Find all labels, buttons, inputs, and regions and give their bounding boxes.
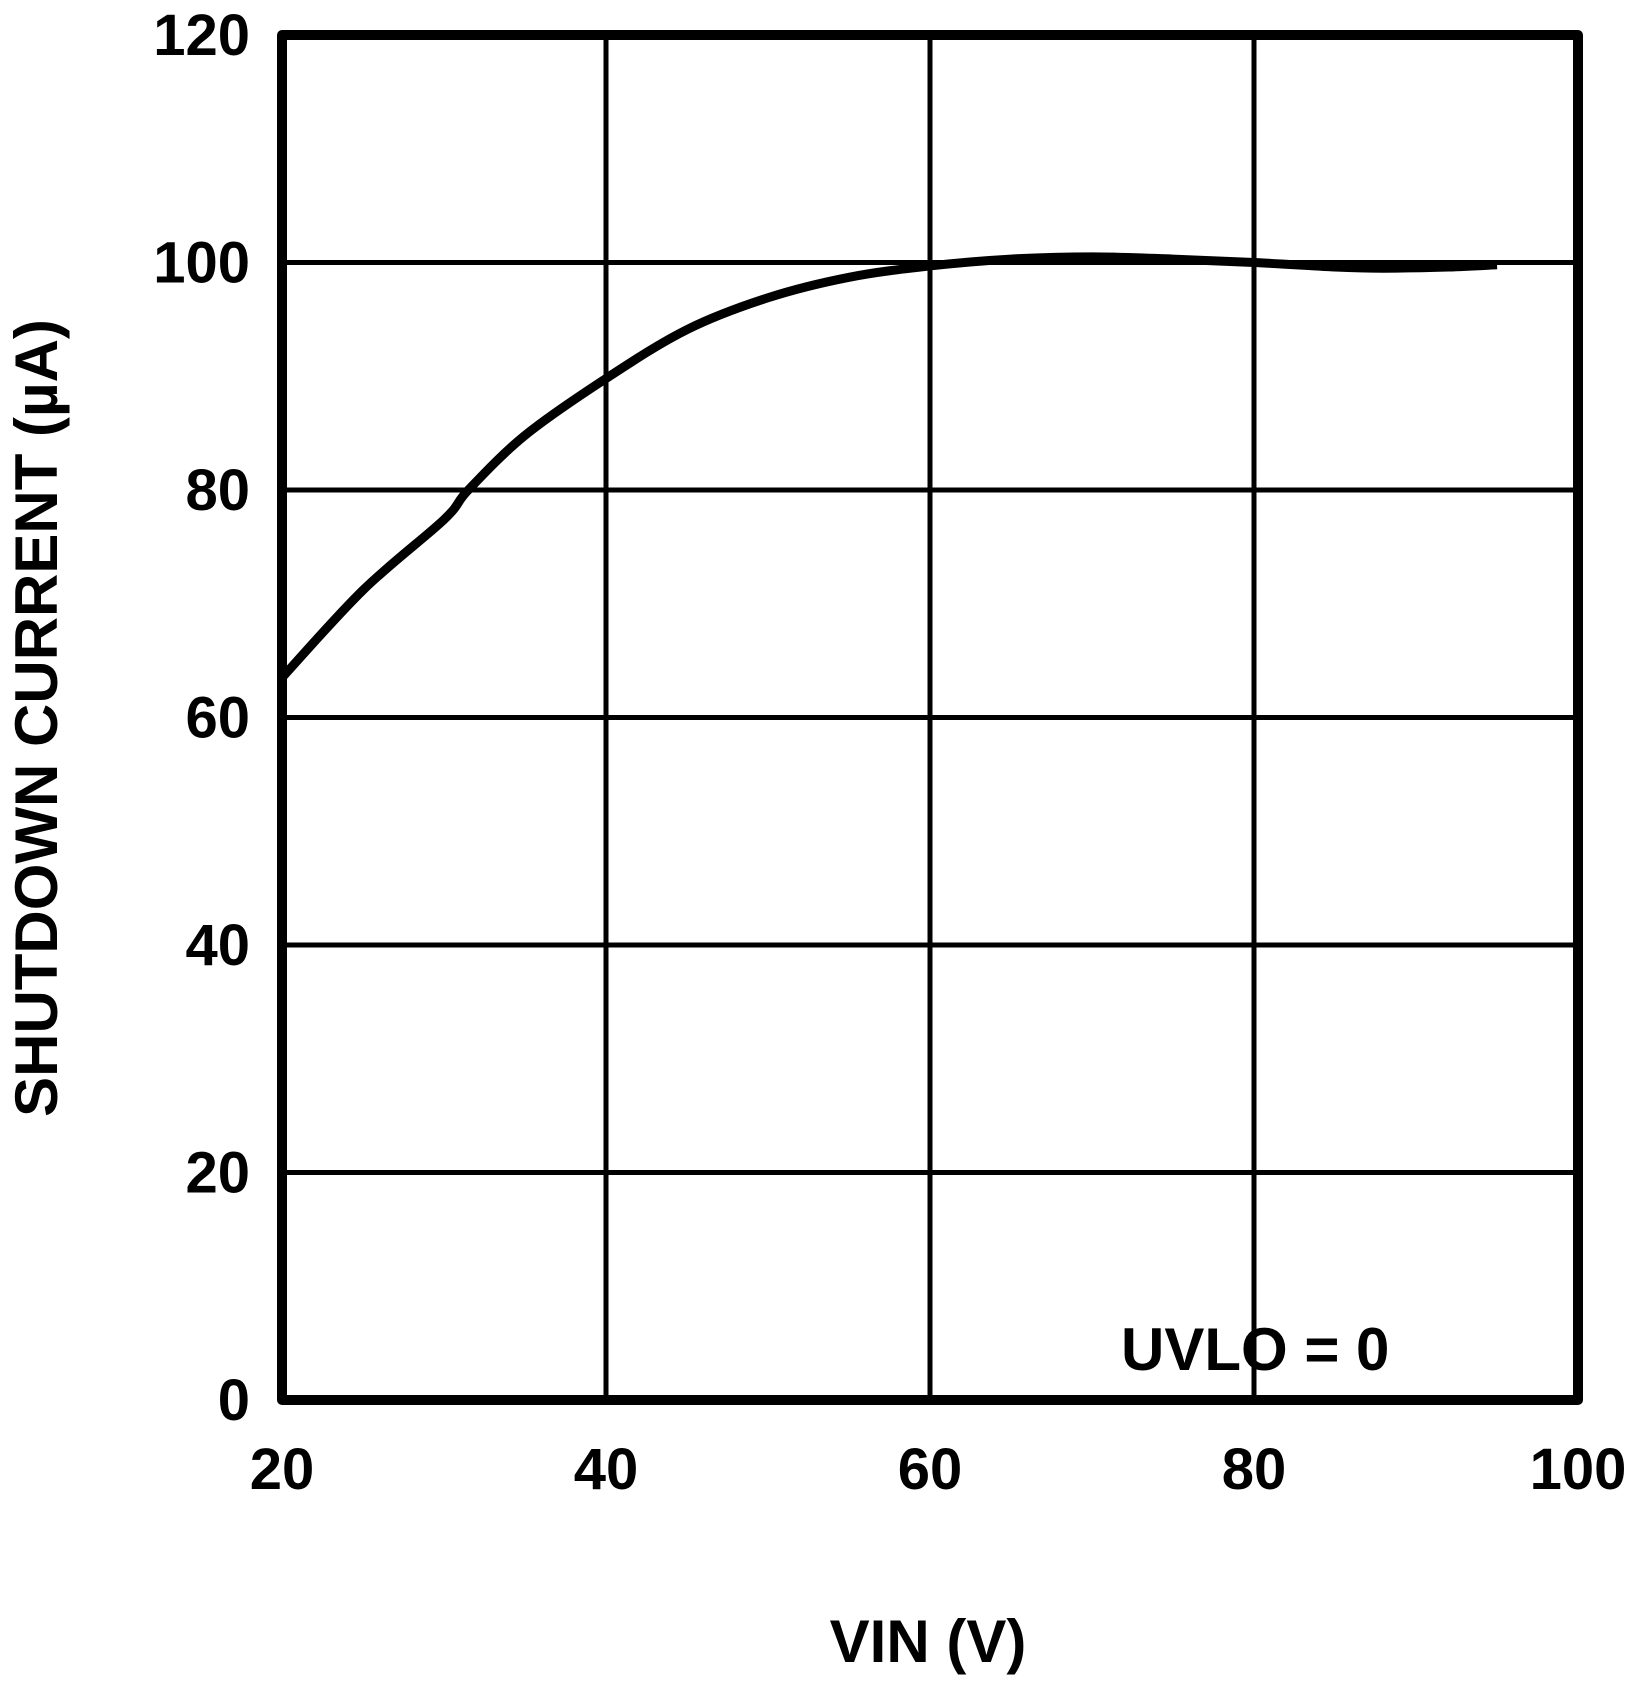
y-tick-label: 100 [153,231,250,296]
x-axis-label: VIN (V) [830,1608,1027,1675]
data-series [278,252,1498,681]
x-tick-label: 20 [250,1437,315,1502]
y-tick-label: 80 [185,458,250,523]
series-line [278,252,1498,681]
x-tick-labels: 20 40 60 80 100 [250,1437,1627,1502]
y-tick-label: 20 [185,1141,250,1206]
x-tick-label: 100 [1530,1437,1627,1502]
y-tick-labels: 0 20 40 60 80 100 120 [153,3,250,1433]
y-tick-label: 120 [153,3,250,68]
x-tick-label: 80 [1222,1437,1287,1502]
y-axis-label: SHUTDOWN CURRENT (µA) [3,319,70,1117]
y-tick-label: 60 [185,686,250,751]
x-tick-label: 40 [574,1437,639,1502]
x-tick-label: 60 [898,1437,963,1502]
plot-border [277,30,1583,1405]
plot-frame [277,30,1583,1405]
grid-lines [282,35,1578,1400]
uvlo-annotation: UVLO = 0 [1121,1316,1389,1383]
y-tick-label: 40 [185,913,250,978]
y-tick-label: 0 [218,1368,250,1433]
